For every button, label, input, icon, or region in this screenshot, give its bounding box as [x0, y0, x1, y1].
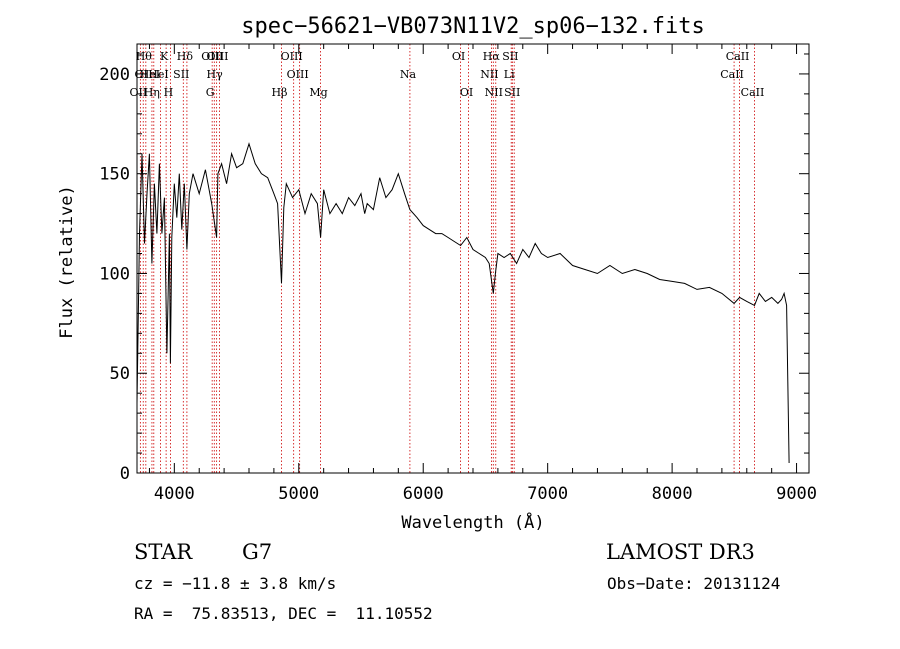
- y-tick-label: 200: [99, 65, 130, 85]
- y-axis-ticks: 0 50 100 150 200: [99, 53, 809, 484]
- line-marker-label: OII: [130, 86, 148, 99]
- plot-frame: [136, 43, 810, 474]
- line-marker-label: Hθ: [136, 50, 153, 63]
- y-axis-label: Flux (relative): [57, 185, 77, 339]
- line-marker-label: Hβ: [272, 86, 288, 99]
- line-marker-label: HeI: [148, 68, 168, 81]
- redshift-cz: cz = −11.8 ± 3.8 km/s: [134, 574, 337, 593]
- subclass: G7: [242, 540, 273, 564]
- line-marker-label: OI: [135, 68, 148, 81]
- x-axis-ticks: 4000 5000 6000 7000 8000 9000: [148, 44, 817, 504]
- observation-date: Obs−Date: 20131124: [607, 574, 781, 593]
- line-marker-label: CaII: [741, 86, 765, 99]
- line-marker-label: H: [164, 86, 174, 99]
- line-marker-label: Mg: [309, 86, 327, 99]
- line-marker-label: G: [206, 86, 215, 99]
- line-marker-label: OIII: [287, 68, 309, 81]
- line-marker-label: OI: [452, 50, 465, 63]
- line-marker-label: Hη: [144, 86, 160, 99]
- line-marker-label: SII: [502, 50, 518, 63]
- survey-name: LAMOST DR3: [606, 540, 755, 564]
- line-marker-label: Hγ: [207, 68, 224, 81]
- x-tick-label: 8000: [652, 484, 693, 504]
- x-tick-label: 4000: [154, 484, 195, 504]
- line-markers: [139, 44, 755, 473]
- x-tick-label: 9000: [776, 484, 817, 504]
- line-marker-label: OIII: [281, 50, 303, 63]
- y-tick-label: 150: [99, 165, 130, 185]
- y-tick-label: 50: [110, 364, 130, 384]
- line-marker-label: K: [160, 50, 169, 63]
- x-tick-label: 6000: [403, 484, 444, 504]
- line-marker-label: Na: [400, 68, 417, 81]
- line-marker-label: NII: [480, 68, 498, 81]
- line-marker-label: SII: [173, 68, 189, 81]
- line-marker-label: OIII: [201, 50, 223, 63]
- chart-title: spec−56621−VB073N11V2_sp06−132.fits: [241, 14, 705, 39]
- line-marker-label: Li: [504, 68, 515, 81]
- line-marker-label: OI: [460, 86, 473, 99]
- coordinates: RA = 75.83513, DEC = 11.10552: [134, 604, 433, 623]
- line-marker-labels: OIIOIHθHeIHηHeIKHSIIHδGOIIIHγOIIIHβOIIIO…: [130, 50, 765, 99]
- y-tick-label: 100: [99, 264, 130, 284]
- object-class: STAR: [134, 540, 193, 564]
- line-marker-label: HeI: [140, 68, 160, 81]
- line-marker-label: CaII: [726, 50, 750, 63]
- line-marker-label: Hα: [483, 50, 501, 63]
- y-tick-label: 0: [120, 464, 130, 484]
- line-marker-label: CaII: [720, 68, 744, 81]
- flux-line: [136, 142, 790, 464]
- line-marker-label: OIII: [206, 50, 228, 63]
- line-marker-label: SII: [504, 86, 520, 99]
- line-marker-label: NII: [485, 86, 503, 99]
- x-tick-label: 7000: [527, 484, 568, 504]
- x-tick-label: 5000: [278, 484, 319, 504]
- line-marker-label: Hδ: [177, 50, 194, 63]
- x-axis-label: Wavelength (Å): [401, 511, 544, 533]
